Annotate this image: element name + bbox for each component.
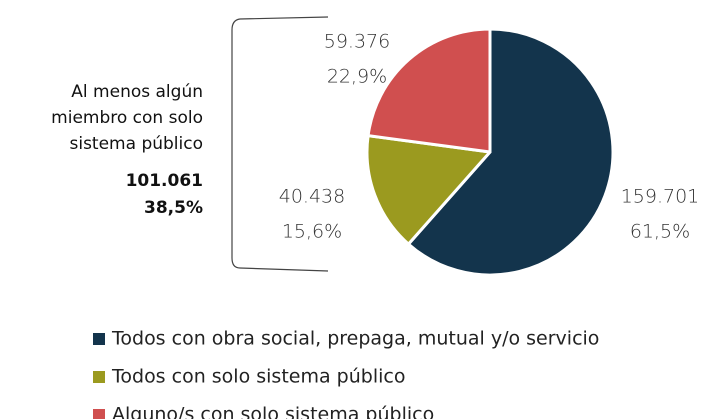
legend-label: Alguno/s con solo sistema público — [112, 404, 434, 419]
value-label: 40.438 — [279, 186, 345, 208]
pie-slice — [365, 134, 492, 246]
legend-label: Todos con obra social, prepaga, mutual y… — [111, 328, 599, 350]
percentage-label: 22,9% — [327, 66, 387, 88]
legend-swatch — [93, 409, 105, 419]
pie-slice — [366, 27, 492, 154]
annotation-percentage: 38,5% — [144, 198, 203, 218]
annotation-line: sistema público — [70, 134, 204, 154]
legend-label: Todos con solo sistema público — [111, 366, 405, 388]
value-label: 59.376 — [324, 31, 390, 53]
legend-swatch — [93, 333, 105, 345]
annotation-line: Al menos algún — [71, 82, 203, 102]
pie-slice — [406, 27, 615, 277]
bracket — [231, 16, 329, 272]
annotation-line: miembro con solo — [51, 108, 203, 128]
annotation-value: 101.061 — [126, 171, 203, 191]
percentage-label: 15,6% — [282, 221, 342, 243]
value-label: 159.701 — [621, 186, 700, 208]
legend-swatch — [93, 371, 105, 383]
percentage-label: 61,5% — [630, 221, 690, 243]
